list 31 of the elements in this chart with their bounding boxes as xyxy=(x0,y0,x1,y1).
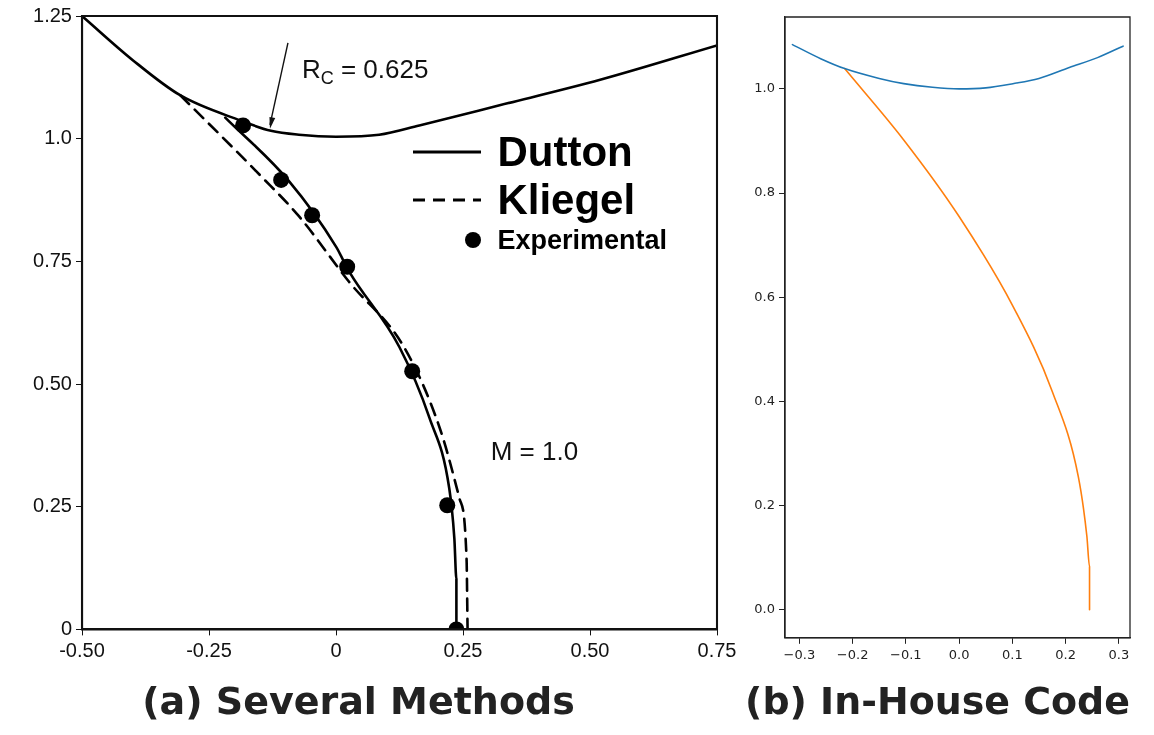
x-tick-label: −0.3 xyxy=(783,646,816,662)
x-tick-label: 0.1 xyxy=(1001,646,1023,662)
x-tick-label: 0.75 xyxy=(697,638,737,661)
y-tick-label: 0 xyxy=(60,616,72,639)
text: (a) Several Methods xyxy=(142,679,575,724)
x-tick-label: 0.3 xyxy=(1108,646,1130,662)
legend-label: Experimental xyxy=(497,224,667,256)
x-tick-label: 0.0 xyxy=(948,646,970,662)
y-tick-label: 0.0 xyxy=(754,601,775,617)
x-tick-label: -0.25 xyxy=(186,638,232,661)
legend-label: Dutton xyxy=(497,128,633,177)
y-tick-label: 0.6 xyxy=(754,288,775,304)
legend-label: Kliegel xyxy=(497,176,636,225)
annotation: M = 1.0 xyxy=(490,435,579,466)
y-tick-label: 0.75 xyxy=(33,248,72,271)
x-tick-label: -0.50 xyxy=(59,638,105,661)
x-tick-label: 0.50 xyxy=(570,638,610,661)
y-tick-label: 0.2 xyxy=(754,496,775,512)
x-tick-label: 0 xyxy=(330,638,342,661)
y-tick-label: 0.4 xyxy=(754,392,775,408)
y-tick-label: 1.0 xyxy=(754,80,775,96)
y-tick-label: 1.0 xyxy=(44,126,72,149)
x-tick-label: −0.1 xyxy=(890,646,922,662)
y-tick-label: 1.25 xyxy=(33,3,72,26)
y-tick-label: 0.50 xyxy=(33,371,72,394)
x-tick-label: 0.25 xyxy=(443,638,483,661)
x-tick-label: −0.2 xyxy=(836,646,869,662)
y-tick-label: 0.25 xyxy=(33,494,72,517)
y-tick-label: 0.8 xyxy=(754,184,775,200)
text: (b) In-House Code xyxy=(745,679,1130,724)
x-tick-label: 0.2 xyxy=(1055,646,1076,662)
